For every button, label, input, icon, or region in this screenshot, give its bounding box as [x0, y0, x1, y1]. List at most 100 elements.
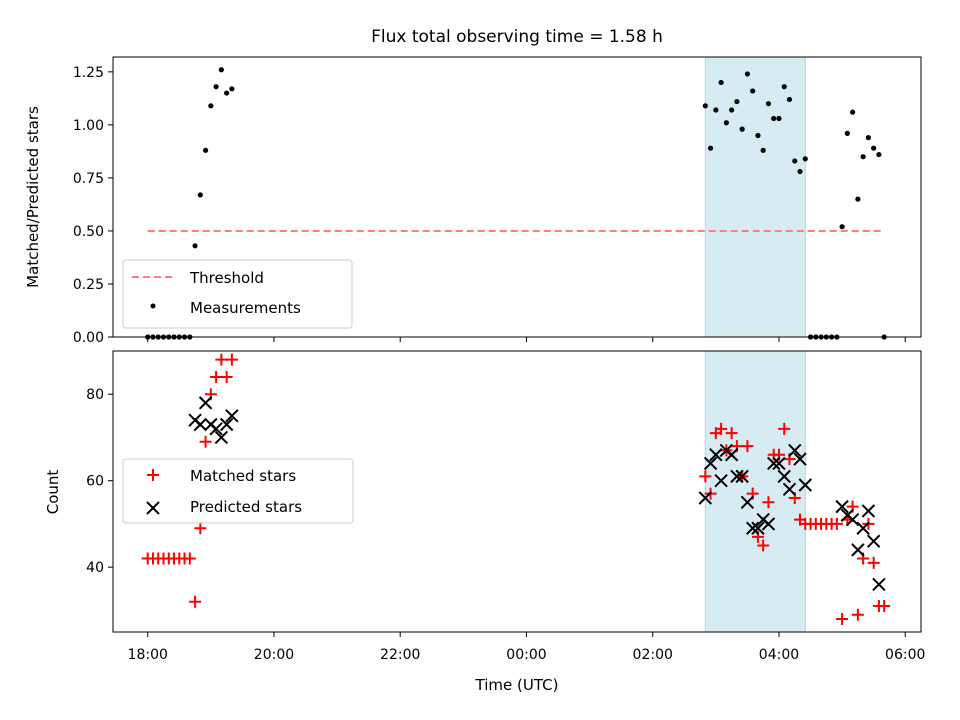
legend-matched-label: Matched stars [190, 467, 296, 485]
measurement-point [224, 90, 230, 96]
measurement-point [860, 154, 866, 160]
measurement-point [197, 192, 203, 198]
predicted-point [219, 417, 234, 432]
predicted-point [225, 409, 239, 423]
predicted-point [835, 499, 849, 514]
measurement-point [702, 103, 708, 109]
ratio-panel: 0.00 0.25 0.50 0.75 1.00 1.25 Matched/Predict… [24, 56, 922, 346]
ratio-highlight-span [704, 56, 806, 338]
predicted-point [872, 577, 886, 592]
ratio-legend-box [122, 259, 353, 329]
matched-point [183, 552, 196, 565]
predicted-point [724, 448, 739, 462]
measurement-point [771, 115, 777, 122]
x-axis: 18:00 20:00 22:00 00:00 02:00 04:00 06:00 [128, 632, 925, 663]
measurement-point [865, 135, 871, 141]
count-legend-box [122, 458, 354, 524]
measurement-point [718, 79, 724, 86]
measurement-point [218, 67, 224, 73]
ratio-y-tick-label: 1.00 [73, 118, 104, 134]
measurement-point [776, 115, 782, 122]
x-tick-label: 04:00 [759, 647, 799, 663]
measurement-point [202, 147, 209, 153]
measurement-point [871, 145, 877, 151]
measurement-point [802, 156, 808, 162]
predicted-point [798, 478, 812, 492]
count-y-tick-label: 40 [86, 560, 104, 576]
matched-point [194, 522, 207, 535]
legend-measurements-label: Measurements [190, 299, 301, 317]
legend-predicted-label: Predicted stars [190, 498, 302, 516]
count-y-tick-label: 60 [86, 474, 104, 490]
predicted-point [772, 456, 786, 471]
measurement-point [781, 84, 787, 90]
x-tick-label: 22:00 [380, 647, 420, 663]
matched-point [757, 539, 770, 552]
measurement-point [765, 101, 772, 107]
measurement-point [729, 107, 735, 113]
x-tick-label: 18:00 [128, 647, 168, 663]
matched-point [215, 353, 228, 366]
matched-point [225, 353, 238, 366]
ratio-legend: Threshold Measurements [122, 259, 353, 329]
legend-predicted-swatch [146, 501, 160, 515]
count-y-axis-label: Count [44, 470, 62, 515]
measurement-point [797, 168, 803, 175]
predicted-point [214, 430, 229, 445]
matched-point [851, 608, 864, 621]
matched-point [762, 496, 775, 509]
predicted-point [193, 417, 208, 432]
measurement-point [786, 96, 793, 103]
matched-point [220, 370, 233, 383]
predicted-point [714, 473, 728, 488]
measurement-point [213, 84, 219, 90]
chart-title: Flux total observing time = 1.58 h [371, 27, 663, 47]
x-tick-label: 06:00 [885, 647, 925, 663]
count-plot-frame [112, 350, 922, 633]
ratio-y-tick-label: 1.25 [73, 65, 104, 81]
predicted-point [861, 504, 876, 518]
matched-point [778, 422, 791, 435]
measurement-point [792, 158, 798, 164]
x-tick-label: 20:00 [254, 647, 294, 663]
measurement-point [750, 88, 756, 94]
ratio-y-tick-label: 0.75 [73, 171, 104, 187]
predicted-point [740, 495, 755, 510]
measurement-point [755, 132, 761, 139]
x-tick-label: 02:00 [633, 647, 673, 663]
measurement-point [707, 145, 714, 151]
predicted-point [703, 456, 718, 471]
legend-threshold-label: Threshold [189, 269, 264, 287]
measurement-point [229, 86, 235, 92]
predicted-point [856, 521, 870, 535]
predicted-point [777, 469, 791, 484]
legend-measurements-swatch [150, 303, 156, 309]
predicted-point [767, 456, 781, 471]
predicted-point [851, 543, 865, 557]
measurement-point [855, 196, 861, 202]
legend-matched-swatch [147, 469, 159, 481]
matched-point [867, 556, 880, 569]
measurement-point [876, 151, 882, 158]
ratio-y-tick-label: 0.50 [73, 224, 104, 240]
predicted-point [730, 469, 744, 484]
ratio-plot-frame [112, 56, 922, 338]
measurement-point [744, 71, 751, 77]
matched-point [830, 517, 843, 530]
predicted-point [866, 534, 881, 548]
ratio-y-tick-label: 0.00 [73, 330, 104, 346]
matched-point [878, 600, 891, 613]
predicted-point [698, 491, 713, 505]
measurement-point [723, 120, 729, 126]
measurement-point [192, 243, 198, 249]
predicted-point [735, 469, 749, 484]
matched-point [715, 422, 728, 435]
measurement-point [844, 130, 850, 136]
ratio-y-axis: 0.00 0.25 0.50 0.75 1.00 1.25 [73, 65, 113, 346]
predicted-point [845, 512, 860, 527]
predicted-point [751, 521, 765, 535]
ratio-x-ticks [147, 337, 906, 342]
predicted-point [788, 443, 802, 458]
matched-point [699, 470, 712, 483]
